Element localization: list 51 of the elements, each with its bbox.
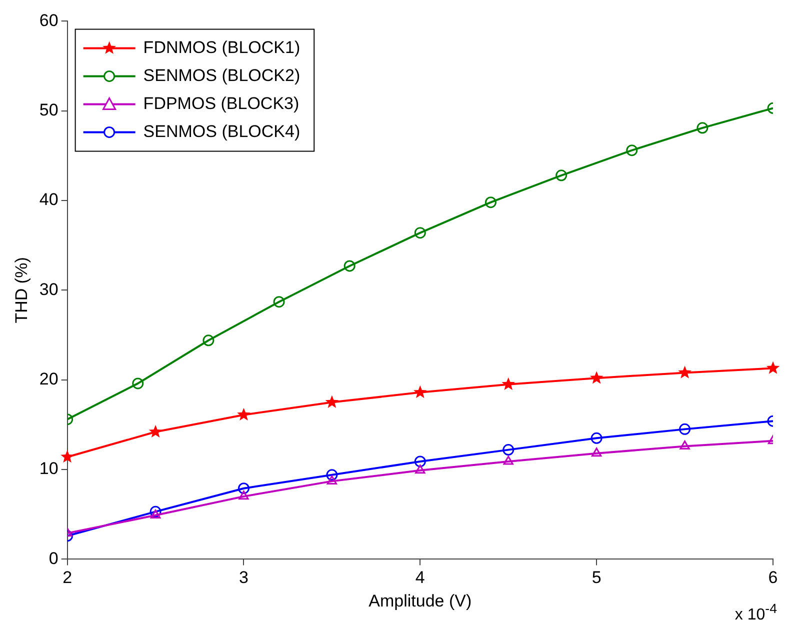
point [344,260,356,272]
point [679,423,691,435]
y-tick-label: 40 [39,190,58,210]
point [273,296,285,308]
legend-label: SENMOS (BLOCK2) [143,66,300,85]
point [502,377,516,390]
point [766,361,780,374]
y-tick-label: 50 [39,100,58,120]
y-axis-title: THD (%) [12,257,31,324]
y-tick-label: 0 [48,548,58,568]
x-tick-label: 4 [415,568,425,588]
x-tick-label: 6 [768,568,778,588]
point [591,448,602,457]
point [148,424,162,438]
legend-label: SENMOS (BLOCK4) [143,122,300,141]
y-tick-label: 30 [39,280,58,299]
text: x 10$^{-4}$ [734,600,777,624]
y-tick-label: 10 [39,459,58,478]
legend-label: FDPMOS (BLOCK3) [143,94,300,113]
point [502,444,514,456]
point [325,395,339,408]
point [590,432,602,444]
point [202,334,214,346]
point [326,475,338,484]
y-tick-label: 20 [39,370,58,389]
point [626,144,638,156]
point [237,408,250,420]
point [415,464,426,474]
point [556,170,568,182]
point [238,490,249,500]
x-tick-label: 3 [239,568,248,588]
x-tick-label: 5 [592,568,602,588]
point [60,450,74,463]
point [678,366,692,378]
point [414,456,426,468]
point [150,506,162,518]
point [696,122,708,134]
point [484,196,496,208]
point [414,227,426,239]
point [413,385,427,398]
point [503,456,514,465]
point [326,469,338,481]
point [150,510,161,519]
x-axis-title: Amplitude (V) [368,591,472,610]
point [132,378,144,390]
point [590,371,604,384]
x-tick-label: 2 [62,568,72,588]
y-tick-label: 60 [39,10,58,30]
legend-label: FDNMOS (BLOCK1) [143,38,300,57]
point [238,482,250,494]
point [680,440,690,450]
